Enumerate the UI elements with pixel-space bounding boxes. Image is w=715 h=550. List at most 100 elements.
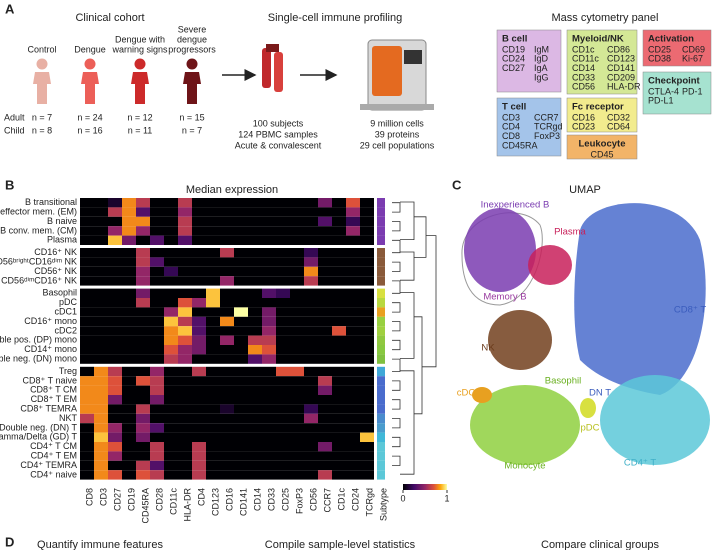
dendrogram [400, 251, 415, 281]
heat-cell [206, 470, 220, 480]
heat-cell [192, 395, 206, 405]
heat-cell [122, 335, 136, 345]
heat-cell [248, 423, 262, 433]
heat-cell [234, 451, 248, 461]
heat-cell [318, 335, 332, 345]
heat-cell [346, 413, 360, 424]
colorbar-label: 1 [444, 493, 449, 503]
heat-cell [94, 460, 108, 471]
tubes [262, 44, 283, 92]
panel-letter: A [5, 1, 15, 16]
heat-cell [206, 460, 220, 471]
heat-cell [360, 266, 374, 277]
column-label: TCRgd [364, 488, 374, 517]
heat-cell [318, 345, 332, 355]
heat-cell [360, 460, 374, 471]
heat-cell [164, 470, 178, 480]
heat-cell [276, 216, 290, 227]
heat-cell [332, 432, 346, 442]
heat-cell [234, 366, 248, 377]
heat-cell [318, 442, 332, 452]
heat-cell [80, 423, 94, 433]
heat-cell [318, 248, 332, 258]
column-label: CD123 [210, 488, 220, 516]
subtype-cell [377, 216, 385, 227]
row-label: B conv. mem. (CM) [0, 225, 77, 235]
heat-cell [346, 248, 360, 258]
heat-cell [122, 366, 136, 377]
heat-cell [192, 248, 206, 258]
heat-cell [206, 423, 220, 433]
heat-cell [164, 316, 178, 327]
heat-cell [164, 354, 178, 364]
heat-cell [262, 216, 276, 227]
row-label: CD4⁺ TEMRA [20, 460, 77, 470]
heat-cell [248, 345, 262, 355]
row-label: CD8⁺ TEMRA [20, 403, 77, 413]
heat-cell [108, 326, 122, 336]
column-label: CD16 [224, 488, 234, 511]
column-label: Subtype [378, 488, 388, 521]
heat-cell [80, 366, 94, 377]
heat-cell [94, 366, 108, 377]
heat-cell [304, 423, 318, 433]
heat-cell [262, 385, 276, 395]
heat-cell [192, 442, 206, 452]
heat-cell [276, 198, 290, 208]
dendrogram [392, 418, 401, 429]
heat-cell [150, 335, 164, 345]
heat-cell [304, 307, 318, 317]
heat-cell [220, 198, 234, 208]
person-head [134, 58, 146, 70]
heat-cell [332, 385, 346, 395]
step-title: Compare clinical groups [541, 539, 659, 550]
cluster-label: Basophil [545, 376, 581, 387]
heat-cell [304, 207, 318, 217]
panel-box [496, 29, 562, 93]
marker: CD64 [607, 122, 630, 132]
heat-cell [234, 413, 248, 424]
row-label: CD16⁺ NK [34, 247, 77, 257]
heat-cell [262, 366, 276, 377]
heat-cell [318, 198, 332, 208]
heat-cell [220, 470, 234, 480]
heat-cell [206, 413, 220, 424]
heat-cell [206, 198, 220, 208]
heat-cell [276, 316, 290, 327]
heat-cell [136, 460, 150, 471]
heat-cell [108, 442, 122, 452]
heat-cell [192, 198, 206, 208]
heat-cell [164, 226, 178, 236]
heat-cell [206, 404, 220, 414]
heat-cell [164, 235, 178, 245]
heat-cell [80, 298, 94, 308]
marker: IgD [534, 54, 549, 64]
marker: CD33 [572, 72, 595, 82]
heat-cell [234, 276, 248, 286]
heat-cell [178, 307, 192, 317]
heat-cell [94, 404, 108, 414]
row-label: CD56⁺ NK [34, 266, 77, 276]
heat-cell [318, 432, 332, 442]
heat-cell [262, 395, 276, 405]
heat-cell [136, 451, 150, 461]
marker: TCRgd [534, 122, 563, 132]
heat-cell [80, 354, 94, 364]
heat-cell [80, 395, 94, 405]
heat-cell [248, 257, 262, 267]
heat-cell [290, 326, 304, 336]
heat-cell [94, 226, 108, 236]
heat-cell [276, 288, 290, 298]
heat-cell [150, 248, 164, 258]
heat-cell [94, 345, 108, 355]
heat-cell [206, 276, 220, 286]
heat-cell [192, 216, 206, 227]
heat-cell [290, 385, 304, 395]
heat-cell [108, 335, 122, 345]
heat-cell [346, 451, 360, 461]
heat-cell [122, 432, 136, 442]
heat-cell [234, 423, 248, 433]
heat-cell [80, 404, 94, 414]
heat-cell [80, 385, 94, 395]
heat-cell [220, 326, 234, 336]
